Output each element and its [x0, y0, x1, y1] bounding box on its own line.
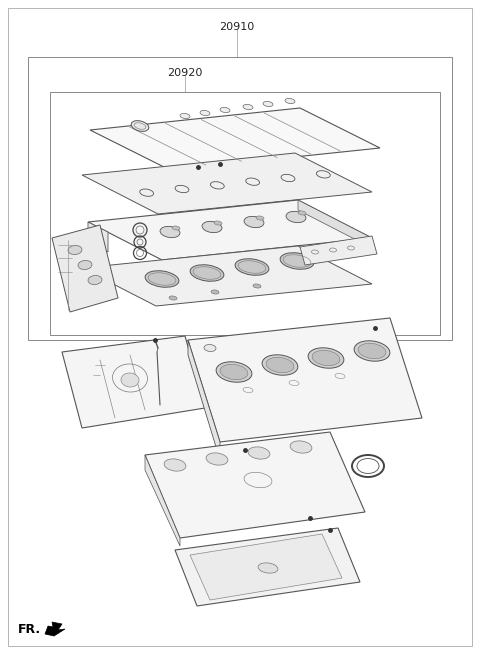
Text: 20910: 20910: [219, 22, 254, 32]
Ellipse shape: [285, 99, 295, 103]
Polygon shape: [188, 340, 220, 460]
Ellipse shape: [298, 211, 306, 215]
Ellipse shape: [220, 107, 230, 112]
Polygon shape: [188, 318, 422, 442]
Ellipse shape: [280, 252, 314, 269]
Polygon shape: [145, 455, 180, 546]
Ellipse shape: [262, 354, 298, 375]
Ellipse shape: [211, 290, 219, 294]
Polygon shape: [145, 432, 365, 538]
Ellipse shape: [131, 120, 149, 131]
Ellipse shape: [206, 453, 228, 465]
Ellipse shape: [216, 362, 252, 382]
Polygon shape: [62, 336, 205, 428]
Ellipse shape: [266, 357, 294, 373]
Ellipse shape: [78, 260, 92, 269]
Ellipse shape: [256, 216, 264, 220]
Ellipse shape: [220, 364, 248, 380]
Polygon shape: [52, 225, 118, 312]
Text: FR.: FR.: [18, 623, 41, 636]
Ellipse shape: [290, 441, 312, 453]
Ellipse shape: [235, 259, 269, 275]
Polygon shape: [175, 528, 360, 606]
Ellipse shape: [202, 221, 222, 233]
Ellipse shape: [286, 211, 306, 222]
Ellipse shape: [258, 563, 278, 573]
Ellipse shape: [263, 101, 273, 107]
Text: 20920: 20920: [168, 68, 203, 78]
Polygon shape: [90, 108, 380, 170]
Ellipse shape: [121, 373, 139, 387]
Polygon shape: [82, 246, 372, 306]
Ellipse shape: [190, 265, 224, 281]
Ellipse shape: [308, 348, 344, 368]
Polygon shape: [190, 534, 342, 600]
Ellipse shape: [68, 245, 82, 254]
Ellipse shape: [160, 226, 180, 237]
Polygon shape: [88, 200, 372, 260]
Ellipse shape: [214, 221, 222, 225]
Polygon shape: [82, 153, 372, 214]
Ellipse shape: [200, 111, 210, 116]
Ellipse shape: [358, 343, 386, 358]
Ellipse shape: [253, 284, 261, 288]
Polygon shape: [300, 236, 377, 265]
Ellipse shape: [243, 105, 253, 110]
Ellipse shape: [169, 296, 177, 300]
Polygon shape: [298, 200, 372, 248]
Ellipse shape: [164, 459, 186, 471]
Ellipse shape: [354, 341, 390, 361]
Polygon shape: [45, 622, 65, 636]
Ellipse shape: [244, 216, 264, 228]
Ellipse shape: [204, 345, 216, 352]
Ellipse shape: [88, 275, 102, 284]
Ellipse shape: [172, 226, 180, 230]
Ellipse shape: [312, 351, 340, 366]
Ellipse shape: [248, 447, 270, 459]
Ellipse shape: [145, 271, 179, 287]
Ellipse shape: [180, 113, 190, 118]
Polygon shape: [88, 222, 108, 252]
